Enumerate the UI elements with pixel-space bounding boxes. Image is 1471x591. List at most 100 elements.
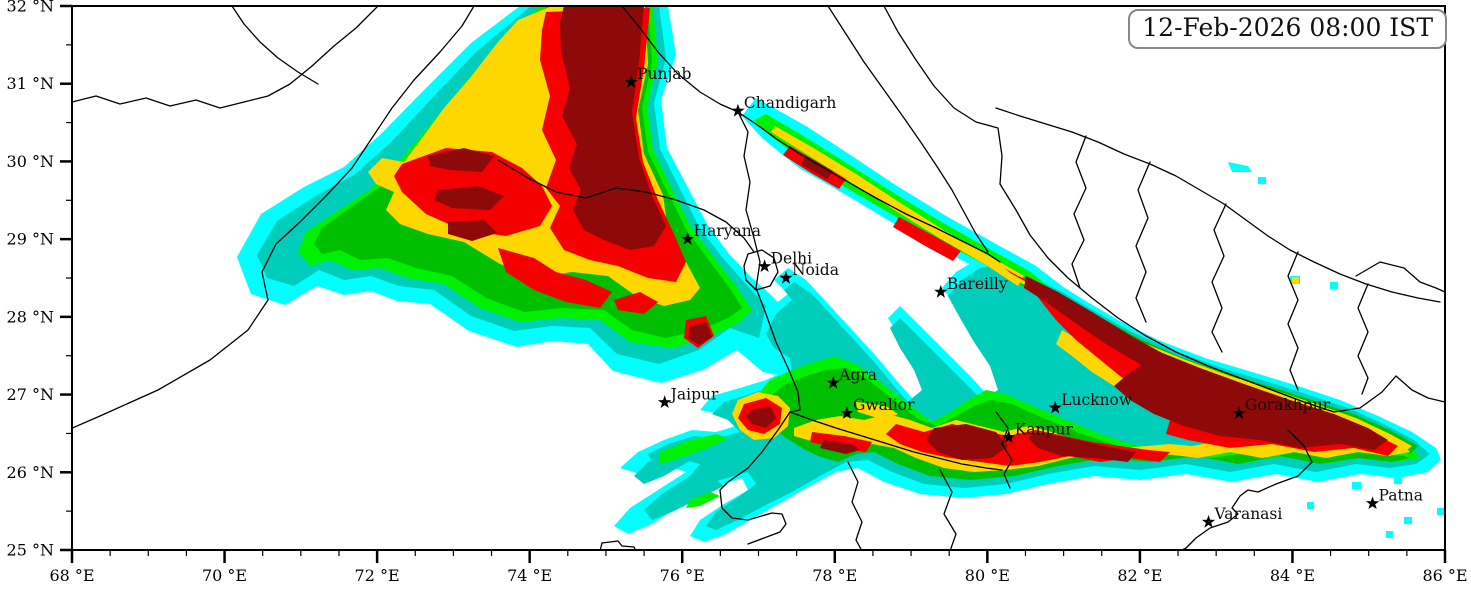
contour-region-darkred	[428, 148, 494, 172]
city-marker: Punjab	[624, 65, 692, 88]
city-marker: Jaipur	[658, 385, 719, 408]
y-tick-label: 29 °N	[7, 230, 54, 249]
boundary-line	[719, 111, 801, 545]
boundary-line	[883, 6, 1003, 185]
contour-region-darkred	[820, 440, 860, 454]
x-axis-labels: 68 °E 70 °E 72 °E 74 °E 76 °E 78 °E 80 °E 82 °E…	[49, 566, 1467, 585]
city-label: Lucknow	[1061, 391, 1133, 409]
contour-region-darkred	[560, 6, 666, 250]
contour-region-cyan	[1352, 482, 1361, 489]
contour-region-red	[614, 292, 658, 314]
contour-region-darkred	[434, 186, 504, 210]
city-star-icon	[658, 395, 672, 408]
boundary-line	[1287, 251, 1299, 391]
boundary-line	[939, 469, 957, 550]
x-tick-label: 76 °E	[660, 566, 705, 585]
contour-region-darkred	[448, 220, 497, 241]
contour-region-yellow	[1292, 277, 1299, 284]
boundary-line	[995, 411, 1013, 489]
contour-region-yellow	[771, 126, 1024, 286]
timestamp-box: 12-Feb-2026 08:00 IST	[1128, 9, 1447, 50]
city-label: Punjab	[637, 65, 691, 83]
city-marker: Agra	[826, 366, 877, 389]
contour-region-darkred	[801, 156, 833, 179]
boundary-line	[1211, 203, 1227, 353]
city-marker: Gwalior	[840, 396, 915, 419]
contour-region-cyan	[1330, 282, 1338, 289]
city-star-icon	[826, 375, 840, 389]
y-tick-label: 28 °N	[7, 307, 54, 326]
x-tick-label: 84 °E	[1270, 566, 1315, 585]
y-tick-label: 27 °N	[7, 385, 54, 404]
city-label: Varanasi	[1214, 505, 1283, 523]
axis-ticks	[60, 4, 1447, 563]
contour-region-cyan	[1394, 477, 1402, 484]
city-star-icon	[680, 232, 695, 245]
x-tick-label: 80 °E	[965, 566, 1010, 585]
contour-region-cyan	[1386, 531, 1393, 538]
boundary-line	[1355, 261, 1445, 293]
y-tick-label: 30 °N	[7, 152, 54, 171]
political-boundaries-layer	[72, 6, 1445, 550]
city-star-icon	[1365, 496, 1380, 509]
city-label: Jaipur	[669, 385, 719, 403]
x-tick-label: 82 °E	[1117, 566, 1162, 585]
city-marker: Lucknow	[1048, 391, 1133, 414]
boundary-line	[827, 6, 989, 253]
city-marker: Haryana	[680, 222, 761, 245]
boundary-line	[995, 107, 1441, 303]
boundary-line	[599, 540, 637, 550]
city-marker: Patna	[1365, 486, 1423, 509]
boundary-line	[231, 6, 319, 85]
boundary-line	[497, 159, 755, 253]
city-star-icon	[934, 285, 948, 298]
city-star-icon	[779, 271, 793, 284]
contour-region-cyan	[1228, 162, 1252, 172]
boundary-line	[999, 183, 1445, 413]
timestamp-text: 12-Feb-2026 08:00 IST	[1142, 13, 1433, 42]
boundary-line	[72, 6, 475, 429]
city-star-icon	[840, 406, 854, 419]
contour-region-red	[893, 217, 961, 261]
city-star-icon	[624, 75, 638, 88]
boundary-line	[1357, 283, 1369, 395]
city-label: Gorakhpur	[1245, 396, 1331, 414]
boundary-line	[789, 411, 1003, 471]
contour-region-darkred	[688, 322, 712, 345]
city-marker: Varanasi	[1201, 505, 1283, 528]
x-tick-label: 78 °E	[812, 566, 857, 585]
city-label: Noida	[792, 261, 839, 279]
city-label: Delhi	[771, 249, 813, 267]
city-marker: Delhi	[757, 249, 813, 272]
x-tick-label: 70 °E	[202, 566, 247, 585]
city-star-icon	[757, 259, 772, 272]
y-tick-label: 25 °N	[7, 541, 54, 560]
boundary-line	[847, 461, 863, 550]
x-tick-label: 74 °E	[507, 566, 552, 585]
x-tick-label: 72 °E	[355, 566, 400, 585]
city-label: Agra	[838, 366, 877, 384]
boundary-line	[1135, 161, 1151, 323]
contour-region-darkred	[1114, 352, 1388, 450]
boundary-line	[72, 6, 379, 109]
contour-region-green_bright	[686, 492, 720, 508]
boundary-line	[1180, 429, 1313, 550]
city-marker: Kanpur	[1002, 420, 1073, 443]
contour-region-darkred	[1028, 432, 1136, 462]
contour-region-cyan	[1437, 508, 1444, 515]
x-tick-label: 86 °E	[1422, 566, 1467, 585]
contour-region-cyan	[1307, 502, 1314, 509]
contour-region-cyan	[1258, 177, 1266, 184]
city-label: Bareilly	[947, 275, 1008, 293]
city-label: Patna	[1379, 486, 1423, 504]
contour-fill-layer	[237, 6, 1444, 542]
contour-region-yellow	[856, 402, 898, 420]
city-star-icon	[1048, 400, 1062, 414]
city-star-icon	[1201, 515, 1216, 528]
y-tick-label: 26 °N	[7, 463, 54, 482]
city-label: Gwalior	[853, 396, 915, 414]
y-tick-label: 32 °N	[7, 0, 54, 16]
boundary-line	[621, 6, 1001, 263]
city-star-icon	[1232, 406, 1246, 419]
city-label: Chandigarh	[744, 94, 837, 112]
